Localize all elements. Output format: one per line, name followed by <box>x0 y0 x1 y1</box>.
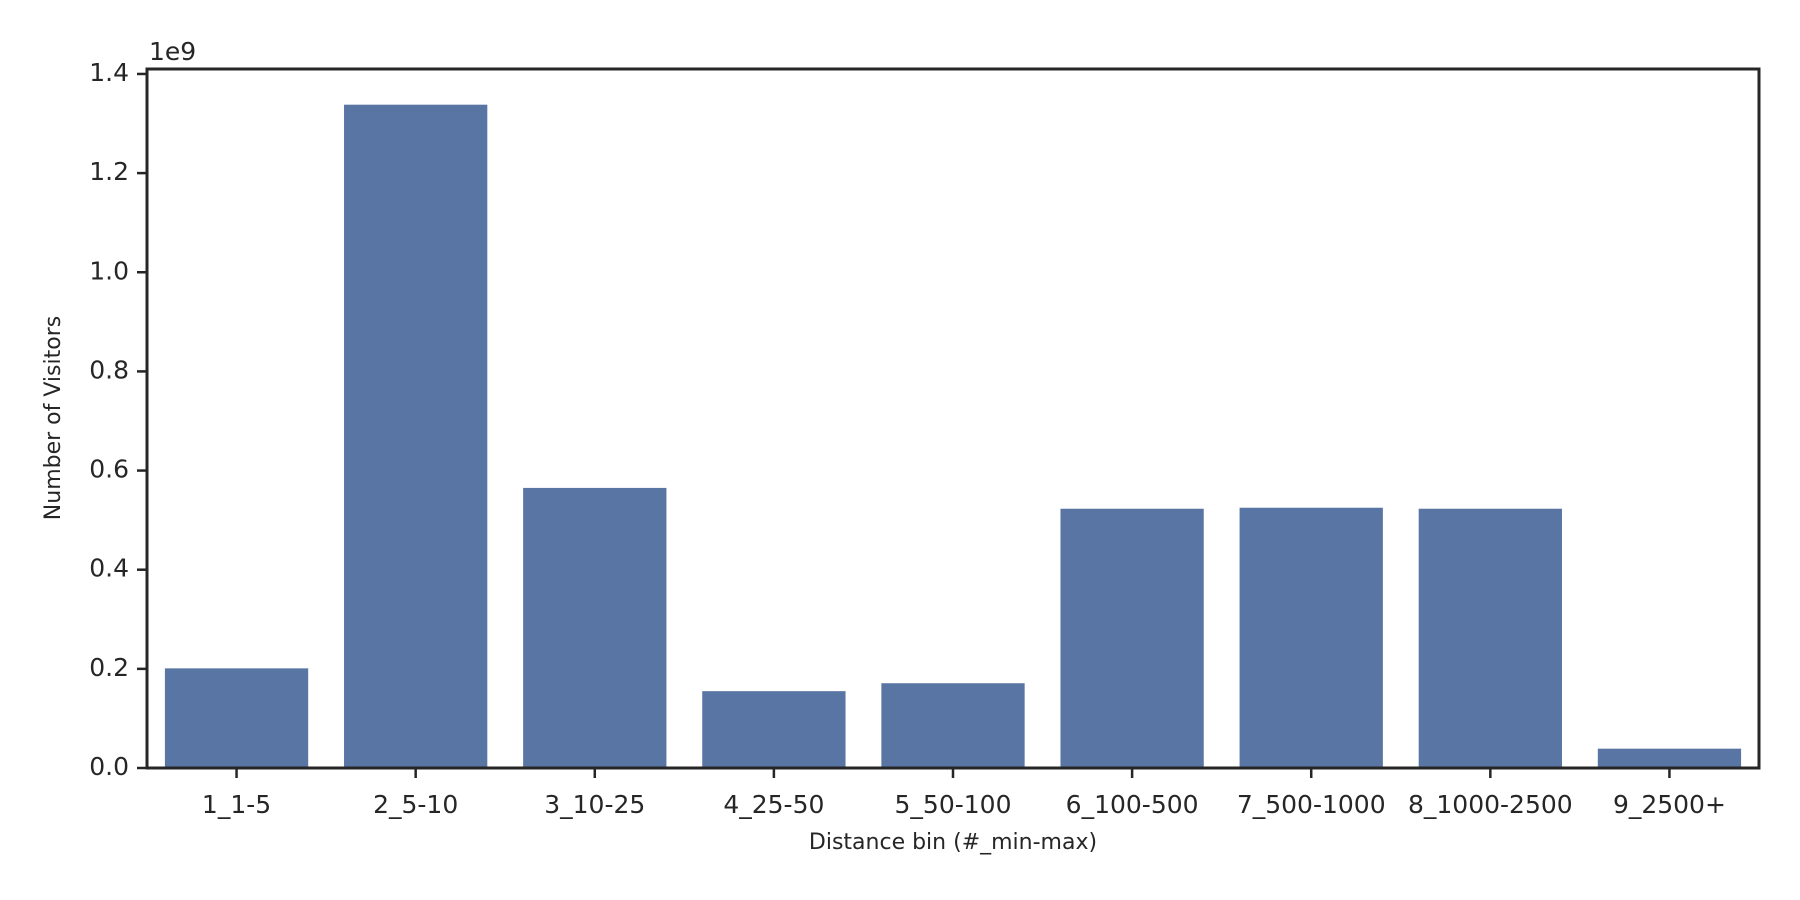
x-tick-label: 1_1-5 <box>202 790 271 819</box>
bar <box>881 683 1025 768</box>
y-tick-label: 1.2 <box>89 157 129 186</box>
bar <box>702 691 846 768</box>
y-tick-label: 0.8 <box>89 355 129 384</box>
x-tick-label: 5_50-100 <box>895 790 1012 819</box>
y-tick-label: 0.6 <box>89 455 129 484</box>
x-tick-label: 3_10-25 <box>544 790 645 819</box>
y-tick-label: 0.4 <box>89 554 129 583</box>
bar <box>164 668 309 768</box>
y-tick-label: 0.2 <box>89 653 129 682</box>
y-tick-label: 1.4 <box>89 58 129 87</box>
y-offset-label: 1e9 <box>149 37 196 66</box>
y-tick-label: 1.0 <box>89 256 129 285</box>
bar <box>344 104 488 769</box>
x-tick-label: 6_100-500 <box>1066 790 1199 819</box>
bar <box>1060 508 1204 768</box>
y-axis-label: Number of Visitors <box>41 316 66 520</box>
bar <box>1239 507 1383 768</box>
bar <box>523 487 667 768</box>
x-tick-label: 8_1000-2500 <box>1408 790 1573 819</box>
bar <box>1418 508 1562 768</box>
x-tick-label: 4_25-50 <box>723 790 824 819</box>
bar <box>1597 748 1742 768</box>
x-tick-label: 9_2500+ <box>1613 790 1726 819</box>
x-tick-label: 7_500-1000 <box>1237 790 1386 819</box>
plot-frame <box>145 67 1761 770</box>
y-tick-label: 0.0 <box>89 752 129 781</box>
x-axis-label: Distance bin (#_min-max) <box>809 830 1097 855</box>
x-tick-label: 2_5-10 <box>373 790 458 819</box>
